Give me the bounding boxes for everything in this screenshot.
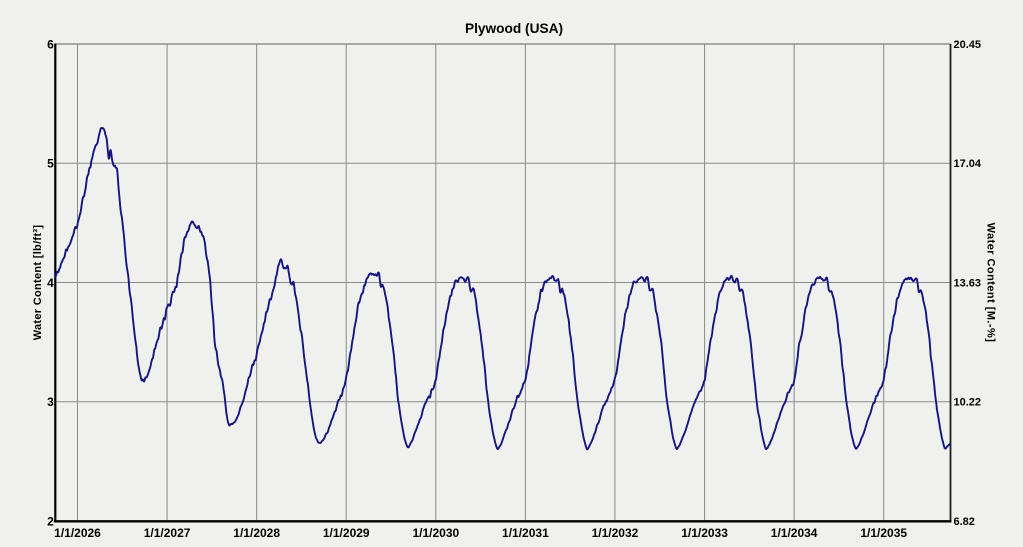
svg-text:1/1/2032: 1/1/2032 <box>592 526 639 540</box>
svg-text:1/1/2027: 1/1/2027 <box>144 526 191 540</box>
svg-text:1/1/2031: 1/1/2031 <box>502 526 549 540</box>
svg-text:17.04: 17.04 <box>954 158 982 170</box>
svg-text:Plywood (USA): Plywood (USA) <box>465 21 563 36</box>
svg-text:4: 4 <box>47 276 54 290</box>
svg-text:1/1/2028: 1/1/2028 <box>233 526 280 540</box>
svg-text:2: 2 <box>47 514 54 528</box>
svg-text:1/1/2035: 1/1/2035 <box>860 526 907 540</box>
svg-text:1/1/2029: 1/1/2029 <box>323 526 370 540</box>
svg-text:5: 5 <box>47 157 54 171</box>
svg-text:3: 3 <box>47 395 54 409</box>
svg-text:1/1/2034: 1/1/2034 <box>771 526 818 540</box>
svg-text:6.82: 6.82 <box>954 516 975 528</box>
svg-text:10.22: 10.22 <box>954 397 982 409</box>
svg-text:20.45: 20.45 <box>954 39 982 51</box>
svg-text:1/1/2030: 1/1/2030 <box>412 526 459 540</box>
svg-text:Water Content [lb/ft³]: Water Content [lb/ft³] <box>32 225 44 341</box>
svg-text:Water Content [M.-%]: Water Content [M.-%] <box>985 223 997 343</box>
svg-text:6: 6 <box>47 37 54 51</box>
svg-text:13.63: 13.63 <box>954 277 982 289</box>
svg-text:1/1/2033: 1/1/2033 <box>681 526 728 540</box>
svg-text:1/1/2026: 1/1/2026 <box>54 526 101 540</box>
